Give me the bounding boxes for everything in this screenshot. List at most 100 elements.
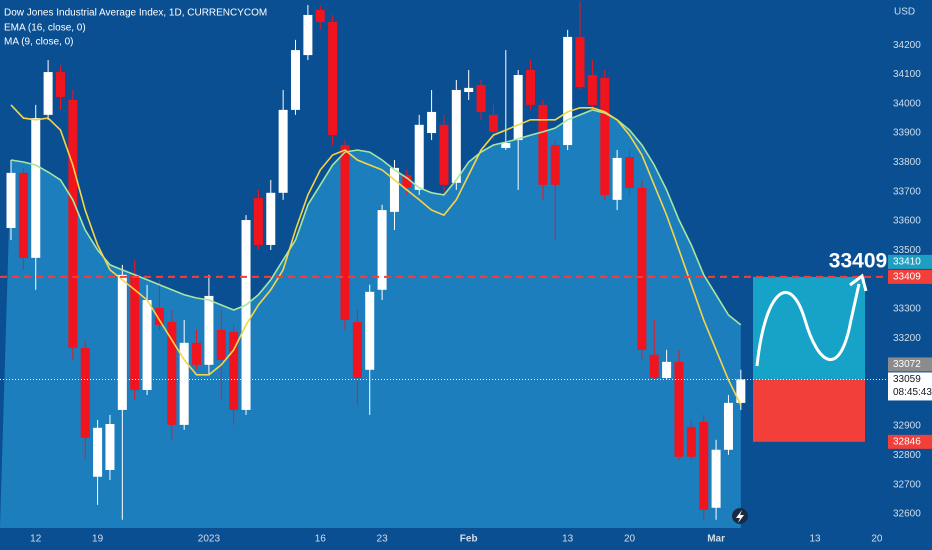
candle-body (31, 118, 41, 258)
x-tick-label: Feb (460, 534, 478, 545)
candle-body (686, 426, 696, 457)
candle-body (377, 210, 387, 290)
y-tick-label: 34100 (893, 69, 921, 80)
price-label-box (888, 372, 932, 401)
candle-body (18, 172, 28, 258)
candle-body (192, 342, 202, 365)
price-label-box (888, 434, 932, 449)
candle-body (662, 361, 672, 378)
price-label-box (888, 357, 932, 372)
candle-body (55, 72, 65, 97)
candle-body (414, 124, 424, 190)
candle-body (563, 36, 573, 146)
x-tick-label: Mar (707, 534, 725, 545)
candle-body (167, 322, 177, 425)
x-tick-label: 13 (562, 534, 574, 545)
candle-body (451, 89, 461, 183)
y-tick-label: 32600 (893, 509, 921, 520)
y-tick-label: 33300 (893, 303, 921, 314)
y-tick-label: 33800 (893, 157, 921, 168)
price-label: 33059 (893, 374, 921, 385)
y-tick-label: 33500 (893, 245, 921, 256)
candle-body (6, 172, 16, 228)
candle-body (699, 421, 709, 510)
candle-body (179, 342, 189, 425)
candle-body (600, 77, 610, 195)
candle-body (526, 70, 536, 105)
candle-body (315, 9, 325, 22)
y-tick-label: 34200 (893, 40, 921, 51)
candle-body (93, 427, 103, 477)
y-tick-label: 32900 (893, 421, 921, 432)
price-label-box (888, 269, 932, 284)
y-tick-label: 32800 (893, 450, 921, 461)
candle-body (649, 354, 659, 378)
candle-body (278, 109, 288, 193)
ma-line (10, 104, 742, 406)
x-tick-label: 12 (30, 534, 42, 545)
candle-body (637, 187, 647, 350)
currency-label: USD (894, 7, 915, 18)
candle-body (575, 36, 585, 88)
candle-body (266, 192, 276, 245)
alert-icon (732, 508, 748, 524)
legend: Dow Jones Industrial Average Index, 1D, … (4, 8, 267, 48)
price-label-box (888, 254, 932, 269)
x-tick-label: 20 (871, 534, 883, 545)
candle-body (328, 21, 338, 136)
plot-area (0, 1, 746, 529)
candle-body (550, 145, 560, 185)
overlay: 12 19 2023 16 23 Feb 13 20 Mar 13 20 32600 32700 3280… (0, 40, 932, 545)
candle-body (513, 75, 523, 141)
candle-body (488, 114, 498, 132)
candle-body (464, 87, 474, 93)
stop-zone (753, 379, 865, 442)
x-tick-label: 13 (809, 534, 821, 545)
candle-body (130, 274, 140, 390)
candle-body (253, 198, 263, 245)
forecast-arrowhead (849, 273, 868, 292)
candle-body (241, 220, 251, 410)
legend-entry: MA (9, close, 0) (4, 37, 73, 48)
legend-entry: EMA (16, close, 0) (4, 23, 86, 34)
candle-body (674, 361, 684, 457)
candle-body (68, 99, 78, 348)
price-label: 33410 (893, 257, 921, 268)
candle-body (389, 167, 399, 212)
candle-body (229, 331, 239, 410)
candle-body (352, 322, 362, 378)
candle-body (80, 347, 90, 438)
candle-body (427, 111, 437, 134)
countdown: 08:45:43 (893, 387, 932, 398)
x-tick-label: 2023 (198, 534, 221, 545)
candle-body (142, 300, 152, 390)
candle-body (204, 295, 214, 365)
candle-body (501, 142, 511, 148)
candle-body (625, 157, 634, 188)
price-label: 32846 (893, 436, 921, 447)
x-tick-label: 20 (624, 534, 636, 545)
y-tick-label: 33200 (893, 333, 921, 344)
candle-body (711, 449, 721, 508)
candle-body (587, 75, 597, 105)
candle-body (439, 124, 449, 185)
candle-body (340, 145, 350, 320)
price-label: 33072 (893, 359, 921, 370)
x-tick-label: 16 (315, 534, 327, 545)
chart-title: Dow Jones Industrial Average Index, 1D, … (4, 8, 267, 19)
x-tick-label: 23 (377, 534, 389, 545)
target-annotation: 33409 (829, 250, 887, 273)
candle-body (303, 14, 313, 56)
candle-body (291, 50, 301, 110)
candle-body (154, 307, 164, 325)
candle-body (476, 84, 486, 112)
candle-body (216, 329, 226, 360)
y-tick-label: 33600 (893, 216, 921, 227)
price-label: 33409 (893, 272, 921, 283)
candle-body (402, 174, 412, 188)
forecast-wave (755, 283, 861, 367)
y-tick-label: 33900 (893, 128, 921, 139)
candle-body (538, 104, 548, 185)
y-tick-label: 32700 (893, 479, 921, 490)
